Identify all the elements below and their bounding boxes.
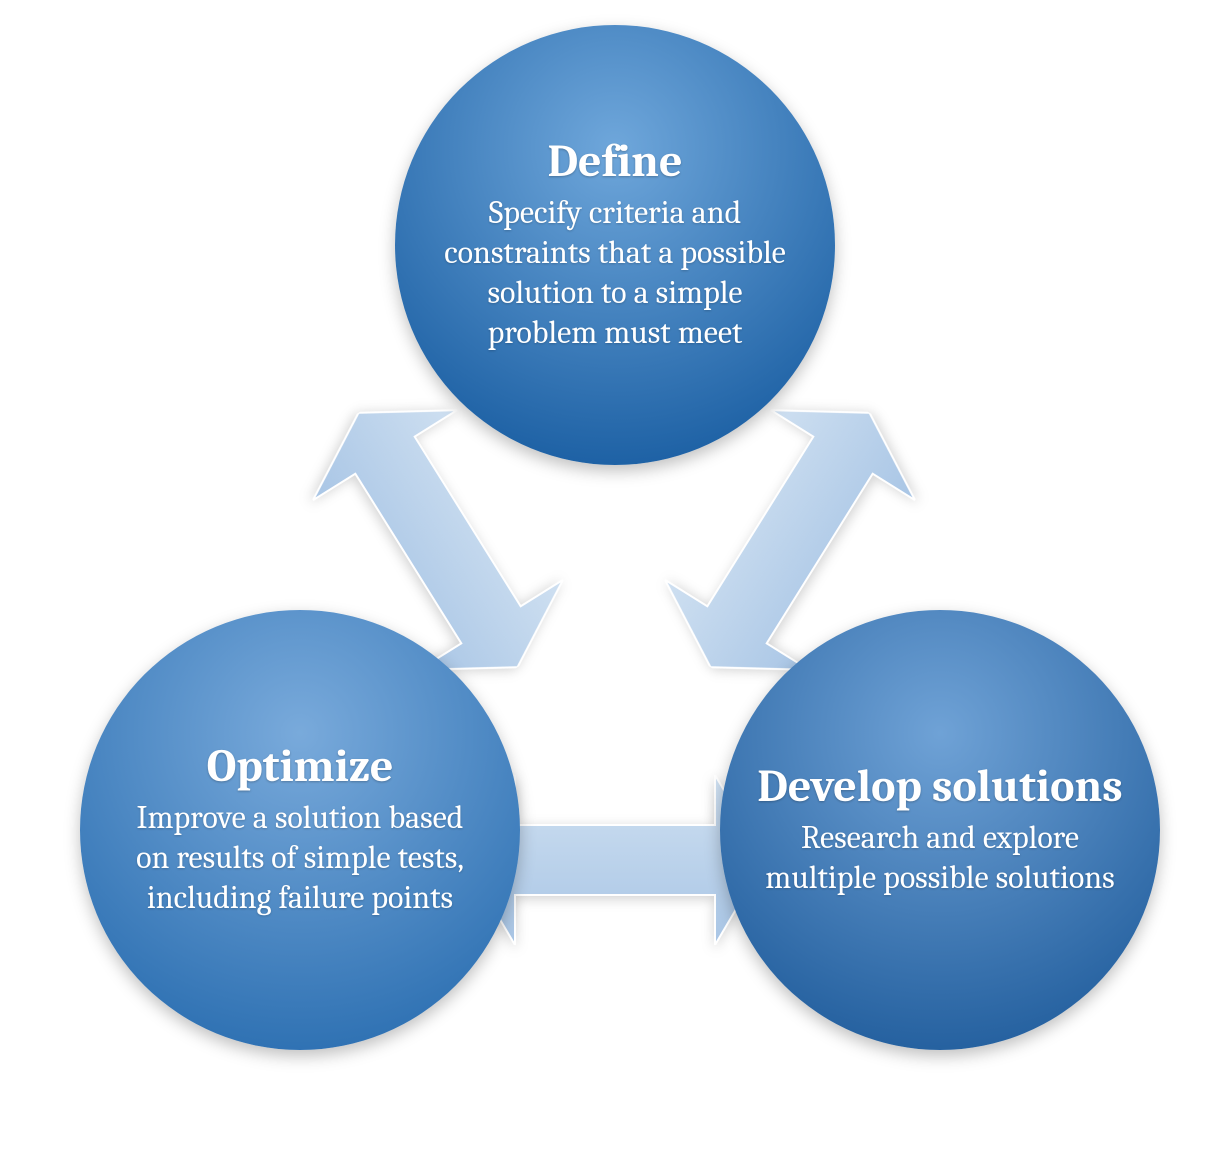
node-define-desc: Specify criteria and constraints that a … [435,193,796,353]
diagram-stage: DefineSpecify criteria and constraints t… [0,0,1227,1161]
node-define: DefineSpecify criteria and constraints t… [395,25,835,465]
node-develop: Develop solutionsResearch and explore mu… [720,610,1160,1050]
node-define-title: Define [547,137,682,188]
node-develop-desc: Research and explore multiple possible s… [760,818,1121,898]
node-optimize-desc: Improve a solution based on results of s… [120,798,481,918]
node-optimize: OptimizeImprove a solution based on resu… [80,610,520,1050]
node-develop-title: Develop solutions [757,762,1122,813]
node-optimize-title: Optimize [207,742,394,793]
